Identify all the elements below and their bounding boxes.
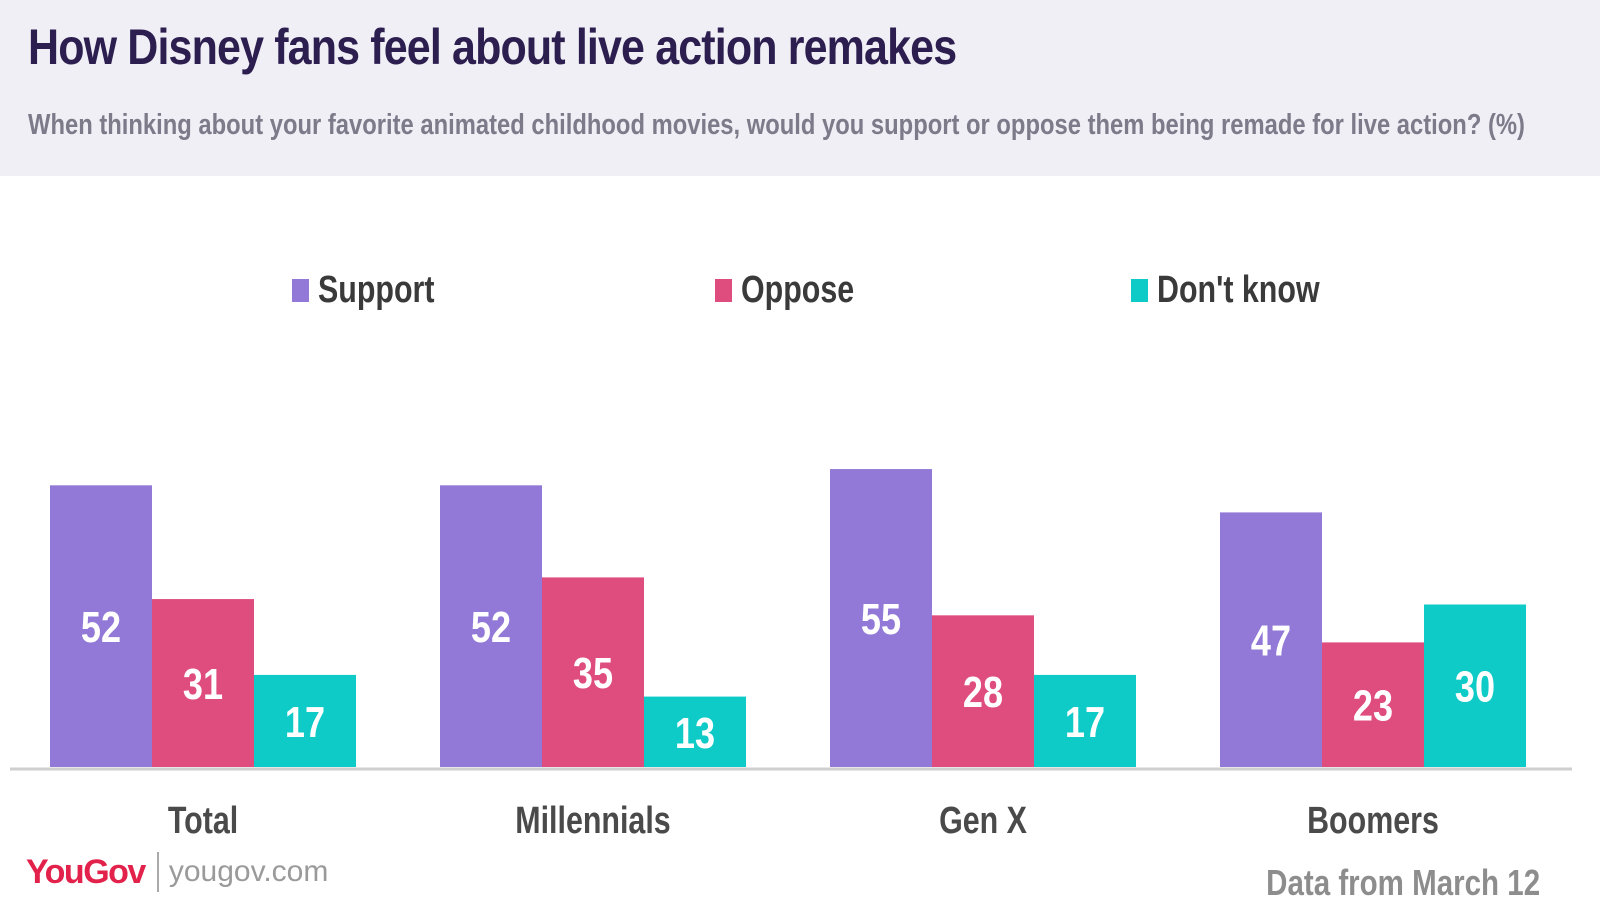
category-label-millennials: Millennials — [515, 800, 670, 842]
data-label-support-millennials: 52 — [471, 603, 511, 652]
legend-label-support: Support — [318, 268, 435, 311]
bar-oppose-boomers — [1322, 642, 1424, 767]
data-label-support-boomers: 47 — [1251, 616, 1291, 665]
logo-divider — [156, 852, 159, 892]
bar-oppose-total — [152, 599, 254, 767]
bar-support-total — [50, 485, 152, 767]
brand-name: YouGov — [26, 852, 146, 891]
data-label-don-t-know-boomers: 30 — [1455, 662, 1495, 711]
legend-item-oppose: Oppose — [715, 268, 882, 312]
data-label-oppose-boomers: 23 — [1353, 681, 1393, 730]
bar-support-gen-x — [830, 469, 932, 767]
data-label-don-t-know-total: 17 — [285, 698, 325, 747]
bar-oppose-gen-x — [932, 615, 1034, 767]
data-label-support-total: 52 — [81, 603, 121, 652]
data-label-oppose-total: 31 — [183, 660, 223, 709]
chart-subtitle: When thinking about your favorite animat… — [28, 109, 1525, 141]
data-label-don-t-know-gen-x: 17 — [1065, 698, 1105, 747]
chart-title: How Disney fans feel about live action r… — [28, 19, 957, 75]
brand-url: yougov.com — [168, 855, 329, 888]
legend-item-dont-know: Don't know — [1131, 268, 1360, 312]
data-label-oppose-millennials: 35 — [573, 649, 613, 698]
legend-swatch-dont-know — [1131, 278, 1148, 302]
bar-oppose-millennials — [542, 577, 644, 767]
bar-support-millennials — [440, 485, 542, 767]
bar-support-boomers — [1220, 512, 1322, 767]
bar-don-t-know-millennials — [644, 696, 746, 767]
bar-don-t-know-boomers — [1424, 604, 1526, 767]
category-label-boomers: Boomers — [1307, 800, 1439, 842]
data-label-support-gen-x: 55 — [861, 595, 901, 644]
legend-label-oppose: Oppose — [741, 268, 855, 311]
data-label-oppose-gen-x: 28 — [963, 668, 1003, 717]
bar-don-t-know-gen-x — [1034, 674, 1136, 767]
legend-item-support: Support — [292, 268, 464, 312]
legend-label-dont-know: Don't know — [1157, 268, 1320, 311]
header-panel: How Disney fans feel about live action r… — [0, 0, 1600, 176]
legend-swatch-oppose — [715, 278, 732, 302]
legend-swatch-support — [292, 278, 309, 302]
data-label-don-t-know-millennials: 13 — [675, 708, 715, 757]
bar-don-t-know-total — [254, 674, 356, 767]
yougov-logo: YouGov yougov.com — [26, 852, 328, 892]
data-date-note: Data from March 12 — [1266, 862, 1540, 903]
category-label-gen-x: Gen X — [939, 800, 1027, 842]
category-label-total: Total — [168, 800, 238, 842]
